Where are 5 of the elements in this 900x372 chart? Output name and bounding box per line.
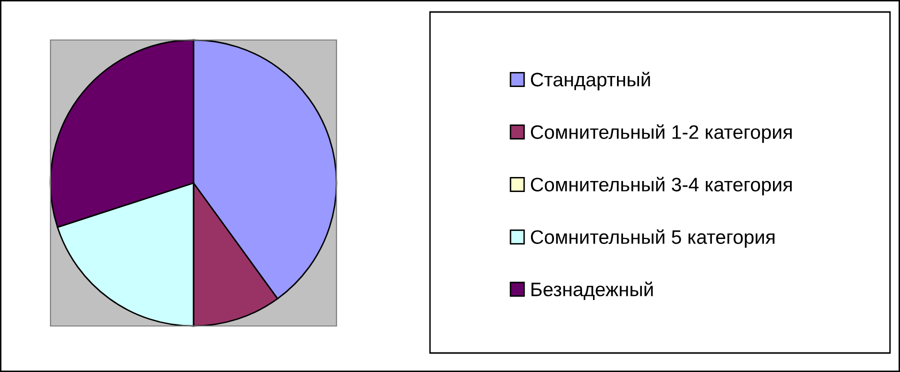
- legend-label: Безнадежный: [532, 282, 653, 300]
- legend-label: Сомнительный 3-4 категория: [530, 176, 792, 196]
- legend-label: Сомнительный 5 категория: [530, 229, 774, 248]
- legend-label: Стандартный: [530, 72, 650, 90]
- legend-label: Сомнительный 1-2 категория: [530, 124, 792, 143]
